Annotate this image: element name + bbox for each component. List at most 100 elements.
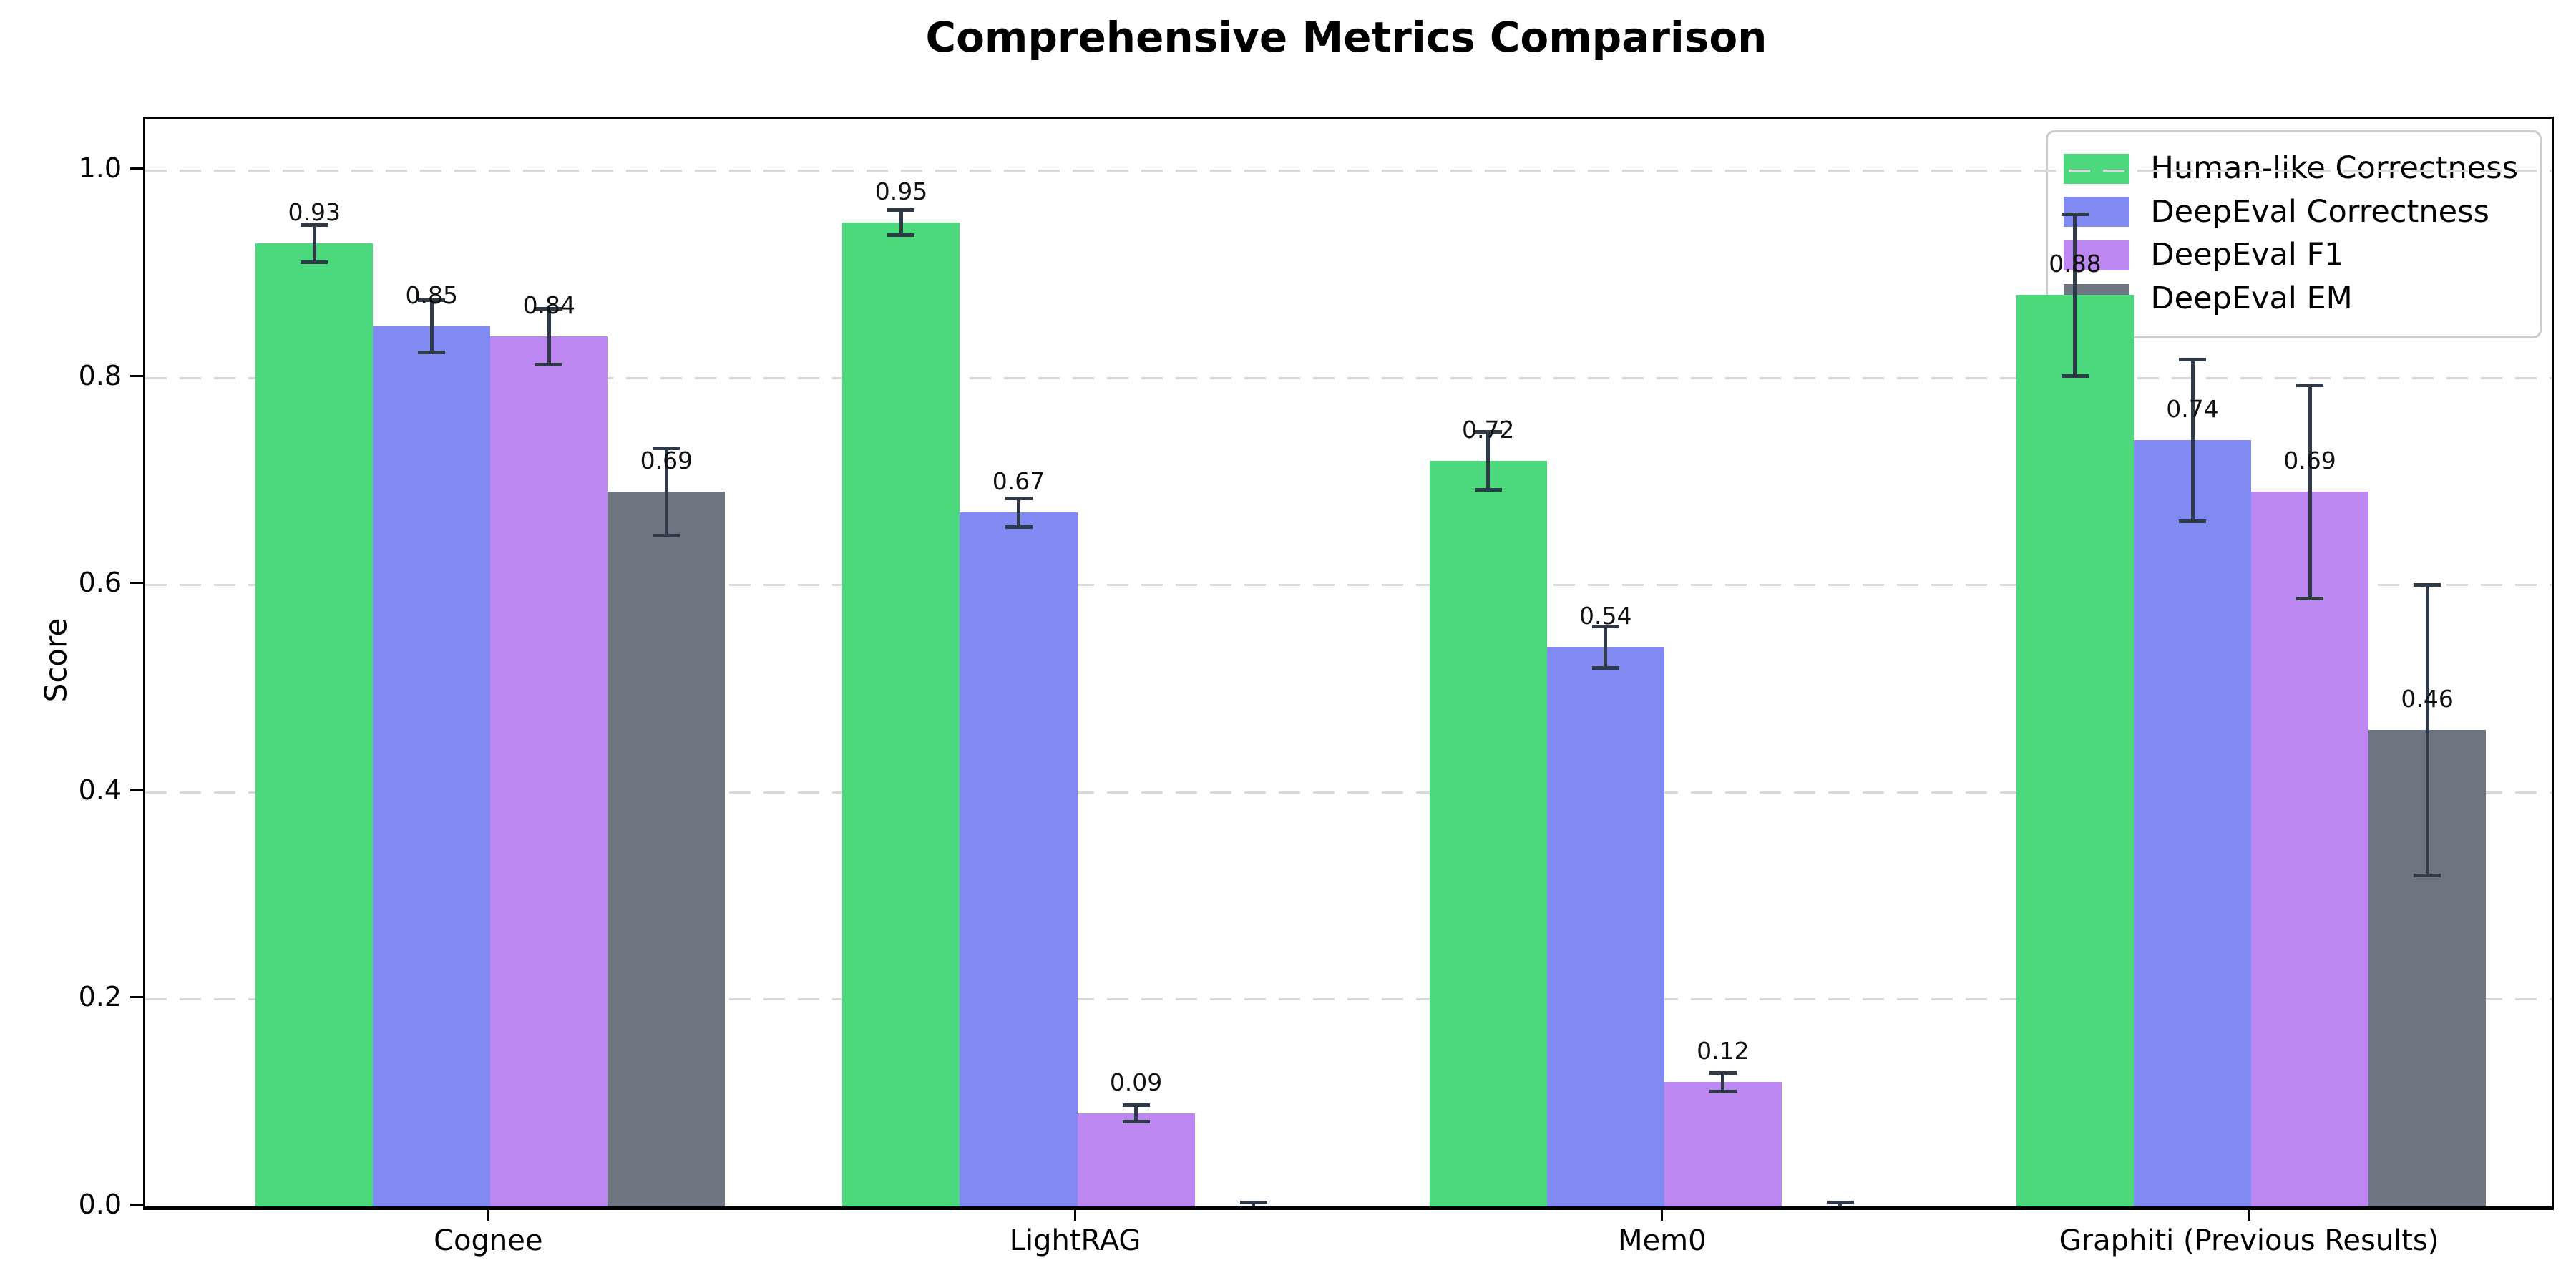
error-bar-cap [1122, 1103, 1150, 1108]
x-tick-label: Cognee [434, 1224, 543, 1257]
bar-value-label: 0.93 [288, 197, 341, 226]
error-bar-cap [2179, 357, 2206, 361]
error-bar-line [1721, 1073, 1725, 1092]
gridline [145, 998, 2552, 1001]
error-bar-cap [887, 208, 915, 213]
error-bar-cap [2296, 597, 2324, 601]
bar-value-label: 0.12 [1697, 1037, 1750, 1065]
error-bar-line [1486, 431, 1491, 490]
bar [960, 512, 1078, 1206]
chart-title: Comprehensive Metrics Comparison [925, 13, 1767, 62]
y-tick-label: 0.8 [78, 359, 122, 391]
bar [490, 336, 608, 1206]
x-tick-label: Mem0 [1618, 1224, 1707, 1257]
gridline [145, 170, 2552, 172]
error-bar-cap [2296, 384, 2324, 388]
error-bar-line [429, 300, 434, 352]
error-bar-cap [2061, 213, 2089, 217]
bar [1429, 460, 1547, 1206]
legend-swatch [2063, 153, 2129, 184]
bar [608, 492, 726, 1206]
gridline [145, 584, 2552, 587]
bar-value-label: 0.54 [1579, 602, 1632, 630]
bar-value-label: 0.95 [874, 177, 928, 205]
error-bar-cap [535, 363, 563, 367]
error-bar-line [1134, 1105, 1138, 1122]
legend-label: Human-like Correctness [2150, 150, 2518, 186]
error-bar-cap [1591, 666, 1619, 670]
bar [255, 243, 374, 1206]
x-tick-mark [1661, 1208, 1664, 1221]
legend-label: DeepEval Correctness [2150, 193, 2489, 230]
y-tick-label: 0.0 [78, 1189, 122, 1220]
x-tick-mark [1074, 1208, 1077, 1221]
bar-value-label: 0.88 [2049, 250, 2102, 278]
error-bar-cap [1474, 488, 1502, 492]
error-bar-cap [418, 298, 446, 303]
y-tick-mark [130, 582, 143, 585]
bar [373, 326, 491, 1206]
y-tick-mark [130, 789, 143, 791]
gridline [145, 376, 2552, 379]
error-bar-line [2190, 358, 2195, 521]
error-bar-cap [1709, 1071, 1737, 1075]
x-tick-label: LightRAG [1009, 1224, 1141, 1257]
bar [1664, 1082, 1782, 1206]
error-bar-line [2308, 385, 2312, 599]
error-bar-cap [535, 306, 563, 311]
error-bar-cap [2414, 873, 2441, 877]
y-tick-label: 1.0 [78, 152, 122, 185]
error-bar-line [312, 224, 316, 262]
legend-label: DeepEval EM [2150, 280, 2353, 316]
gridline [145, 791, 2552, 794]
error-bar-cap [2414, 583, 2441, 587]
x-tick-label: Graphiti (Previous Results) [2059, 1224, 2439, 1257]
error-bar-cap [653, 533, 680, 537]
legend-row: Human-like Correctness [2063, 150, 2518, 187]
y-tick-mark [130, 1204, 143, 1206]
bar-value-label: 0.46 [2401, 685, 2454, 713]
y-tick-mark [130, 996, 143, 999]
bar-value-label: 0.74 [2166, 394, 2219, 423]
bar [2251, 492, 2369, 1206]
bar [1546, 647, 1664, 1206]
error-bar-cap [301, 223, 328, 227]
bar-value-label: 0.69 [2283, 447, 2336, 475]
y-tick-mark [130, 374, 143, 377]
error-bar-cap [1122, 1120, 1150, 1124]
error-bar-cap [2179, 519, 2206, 523]
y-axis-label: Score [38, 618, 74, 703]
bar-value-label: 0.72 [1461, 415, 1515, 444]
bar-value-label: 0.67 [992, 467, 1045, 496]
error-bar-cap [1591, 625, 1619, 629]
error-bar-line [664, 448, 668, 535]
error-bar-cap [1005, 525, 1033, 530]
x-tick-mark [487, 1208, 489, 1221]
error-bar-line [2073, 214, 2077, 376]
error-bar-cap [418, 350, 446, 354]
x-tick-mark [2248, 1208, 2250, 1221]
error-bar-cap [1827, 1206, 1854, 1209]
error-bar-cap [1240, 1206, 1267, 1209]
bar [1077, 1113, 1195, 1206]
bar-value-label: 0.85 [405, 280, 458, 309]
bar-value-label: 0.84 [522, 291, 576, 319]
legend-row: DeepEval Correctness [2063, 193, 2518, 231]
y-tick-label: 0.2 [78, 981, 122, 1013]
error-bar-cap [1826, 1201, 1854, 1205]
error-bar-cap [653, 447, 680, 451]
error-bar-line [1604, 626, 1608, 668]
error-bar-cap [1239, 1201, 1267, 1205]
bar [2133, 439, 2252, 1206]
error-bar-cap [1005, 496, 1033, 500]
error-bar-cap [301, 260, 328, 264]
plot-area: Human-like Correctness DeepEval Correctne… [143, 117, 2554, 1210]
error-bar-cap [887, 233, 915, 238]
bar [2016, 295, 2134, 1206]
bar-value-label: 0.69 [640, 447, 693, 475]
y-tick-label: 0.6 [78, 567, 122, 599]
error-bar-line [2425, 585, 2429, 875]
y-tick-mark [130, 167, 143, 170]
legend-label: DeepEval F1 [2150, 237, 2344, 273]
